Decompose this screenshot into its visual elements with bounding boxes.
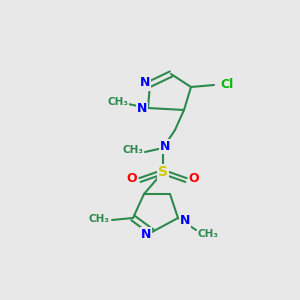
Text: S: S [158,165,168,179]
Text: O: O [189,172,199,185]
Text: N: N [141,227,151,241]
Text: N: N [160,140,170,152]
Text: O: O [127,172,137,185]
Text: CH₃: CH₃ [197,229,218,239]
Text: CH₃: CH₃ [88,214,110,224]
Text: CH₃: CH₃ [107,97,128,107]
Text: Cl: Cl [220,79,234,92]
Text: CH₃: CH₃ [122,145,143,155]
Text: N: N [137,103,147,116]
Text: N: N [180,214,190,227]
Text: N: N [140,76,150,89]
